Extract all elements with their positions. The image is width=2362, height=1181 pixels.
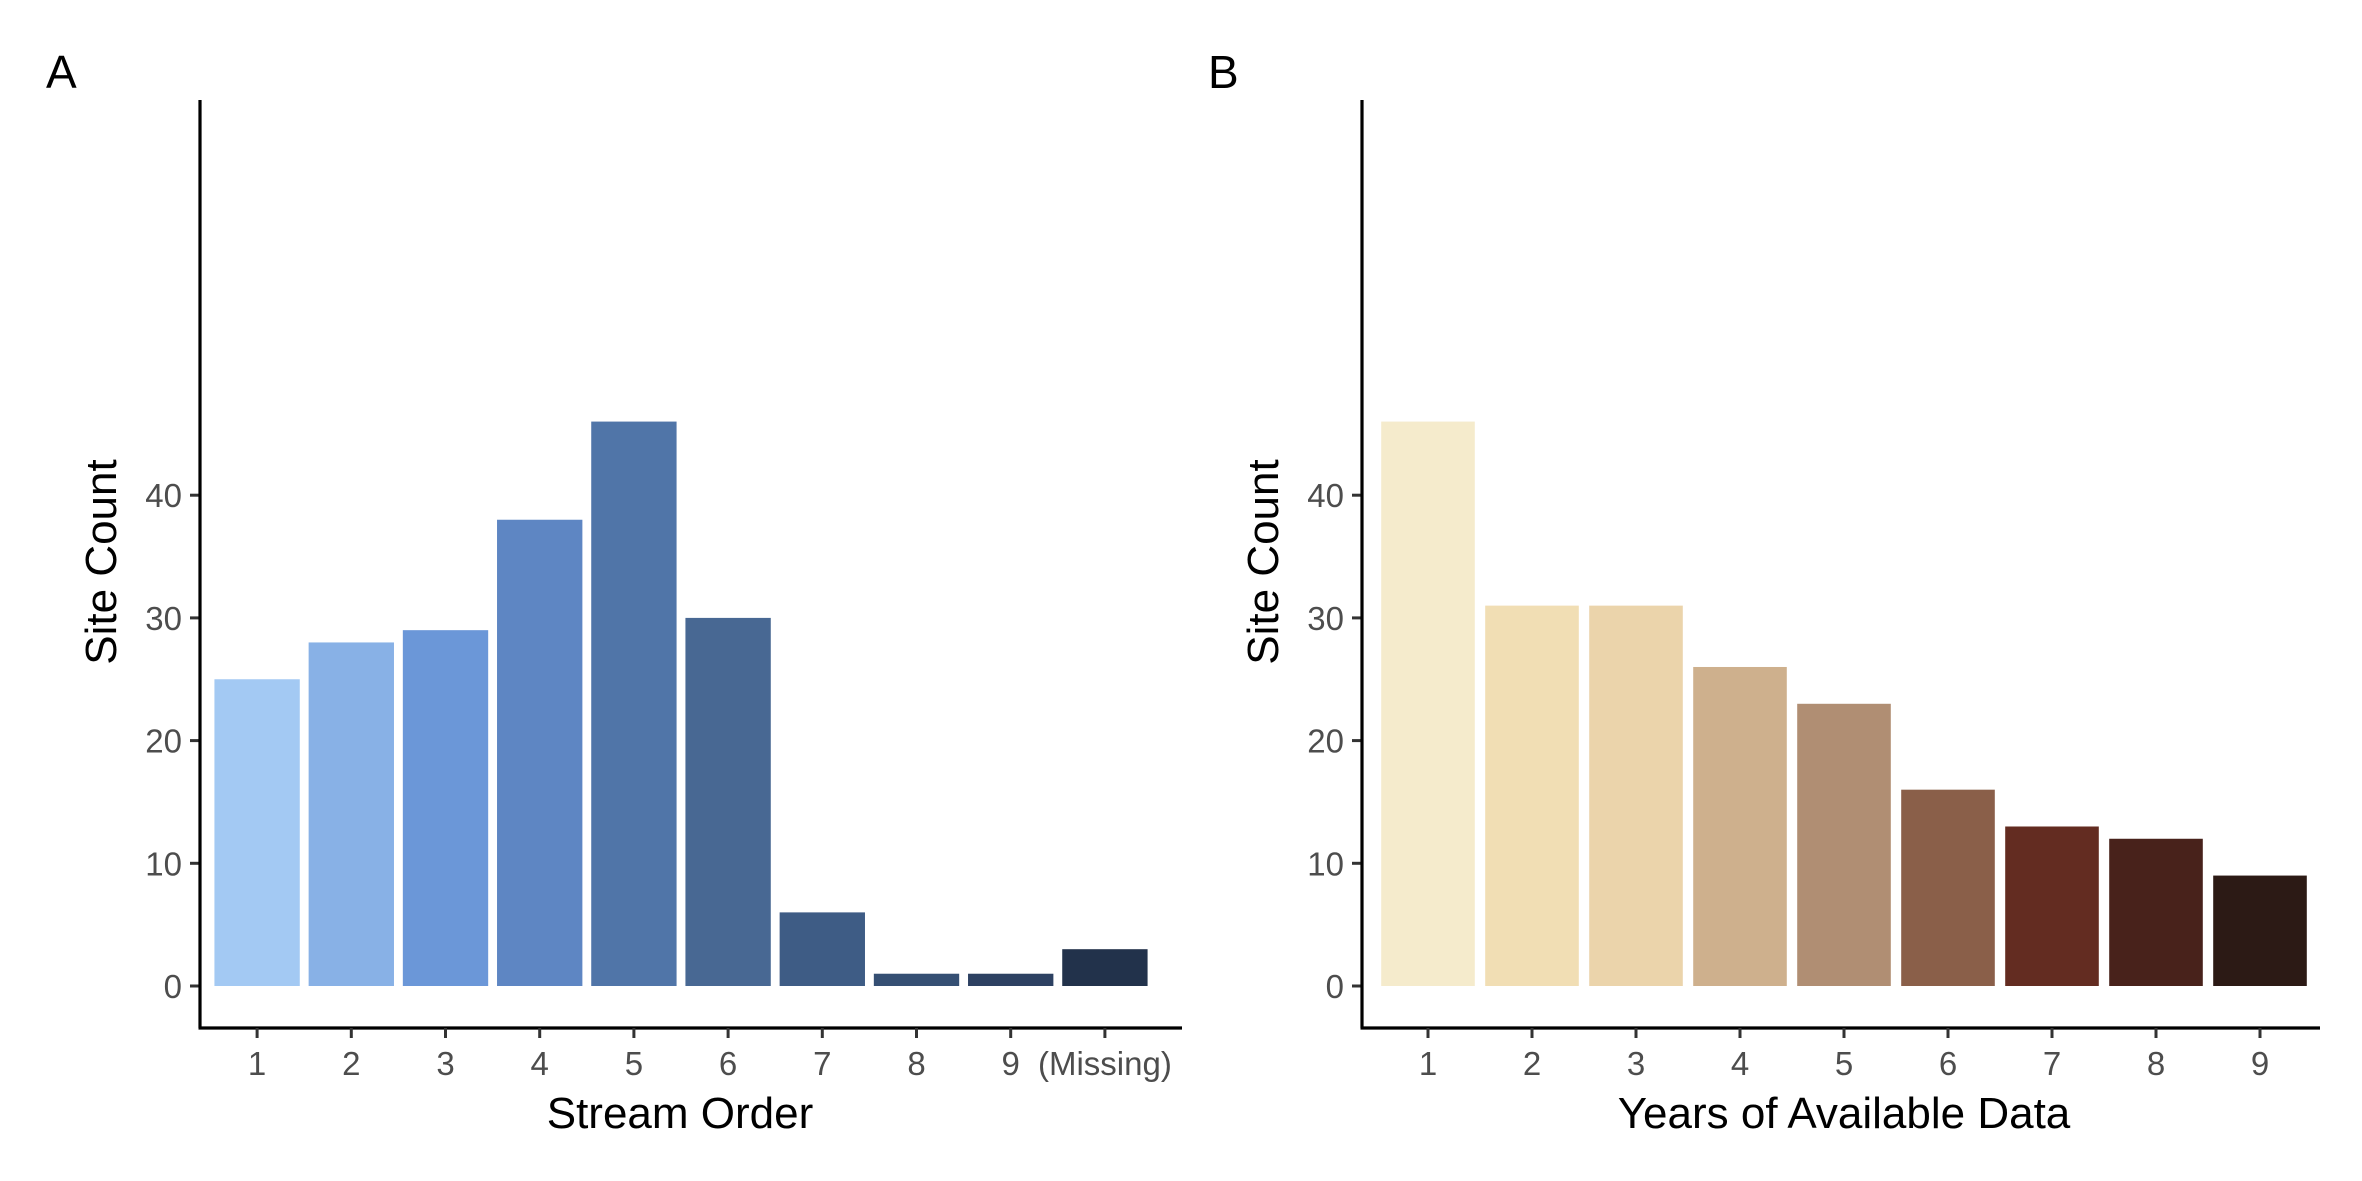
x-tick-label: 3 (1627, 1045, 1645, 1082)
y-tick-label: 20 (1307, 723, 1344, 760)
bar (1901, 789, 1995, 986)
x-tick-label: 4 (1731, 1045, 1749, 1082)
panel-label: B (1208, 46, 1239, 98)
x-tick-label: 2 (1523, 1045, 1541, 1082)
bar (1381, 421, 1475, 987)
bar (308, 642, 394, 986)
y-axis-title: Site Count (77, 459, 126, 664)
y-tick-label: 40 (145, 477, 182, 514)
x-tick-label: 8 (2147, 1045, 2165, 1082)
bar (1693, 666, 1787, 986)
panel-b: B 0 10 20 30 40 1 2 3 4 5 6 7 8 9 Years of Available Da… (1208, 46, 2320, 1138)
bar (1589, 605, 1683, 986)
bar (2213, 875, 2307, 986)
bar (873, 973, 960, 986)
x-tick-label: 2 (342, 1045, 360, 1082)
bar (402, 630, 489, 986)
y-tick-label: 40 (1307, 477, 1344, 514)
x-tick-label: 3 (436, 1045, 454, 1082)
y-tick-label: 30 (1307, 600, 1344, 637)
x-tick-label: (Missing) (1038, 1045, 1172, 1082)
panel-label: A (46, 46, 77, 98)
x-tick-label: 8 (907, 1045, 925, 1082)
bar (685, 617, 771, 986)
x-tick-label: 1 (248, 1045, 266, 1082)
bar (591, 421, 677, 987)
bar (497, 519, 583, 986)
bar (968, 973, 1054, 986)
x-tick-label: 5 (1835, 1045, 1853, 1082)
bar (1797, 703, 1891, 986)
y-tick-label: 0 (164, 968, 182, 1005)
x-tick-label: 9 (1002, 1045, 1020, 1082)
bar (779, 912, 865, 986)
bar (214, 679, 300, 986)
y-tick-label: 20 (145, 723, 182, 760)
y-tick-label: 10 (1307, 845, 1344, 882)
x-tick-label: 6 (1939, 1045, 1957, 1082)
bar (2109, 838, 2203, 986)
x-axis-title: Stream Order (547, 1089, 814, 1138)
y-axis-title: Site Count (1239, 459, 1288, 664)
x-tick-label: 6 (719, 1045, 737, 1082)
bar (1062, 949, 1148, 986)
x-axis-title: Years of Available Data (1618, 1089, 2071, 1138)
x-tick-label: 5 (625, 1045, 643, 1082)
x-tick-label: 7 (2043, 1045, 2061, 1082)
y-tick-label: 0 (1326, 968, 1344, 1005)
bar (1485, 605, 1579, 986)
x-tick-label: 7 (813, 1045, 831, 1082)
bar (2005, 826, 2099, 986)
y-tick-label: 10 (145, 845, 182, 882)
panel-a: A 0 10 20 30 40 1 2 3 4 5 6 7 8 9 (Missing) Stream Order… (46, 46, 1182, 1138)
x-tick-label: 1 (1419, 1045, 1437, 1082)
x-tick-label: 9 (2251, 1045, 2269, 1082)
x-tick-label: 4 (531, 1045, 549, 1082)
y-tick-label: 30 (145, 600, 182, 637)
